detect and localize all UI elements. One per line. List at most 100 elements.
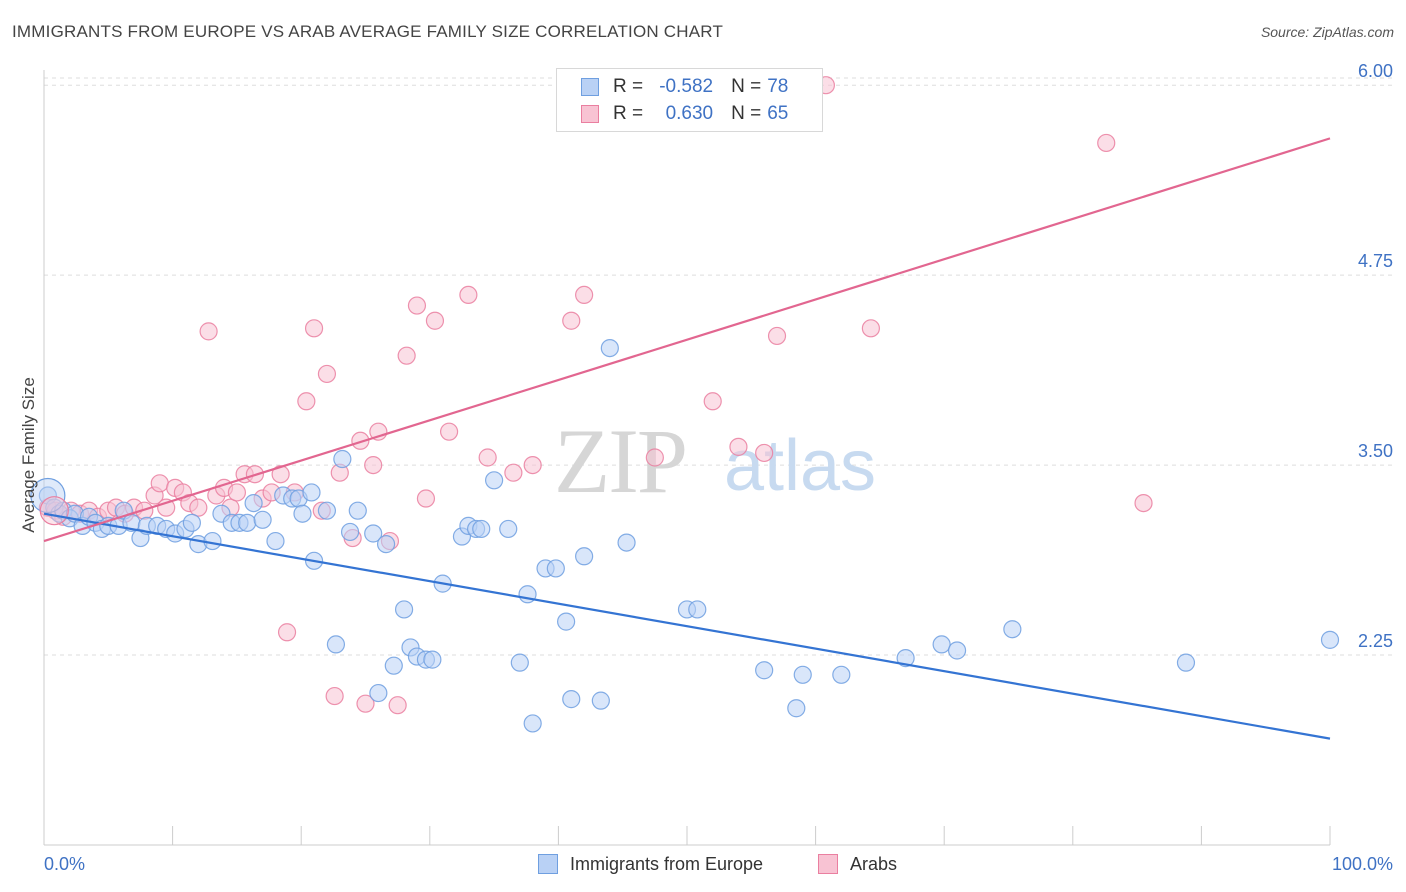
legend-swatch-pink	[581, 105, 599, 123]
chart-source: Source: ZipAtlas.com	[1260, 24, 1394, 40]
europe-point	[600, 338, 619, 358]
bottom-legend-europe: Immigrants from Europe	[538, 852, 763, 876]
arab-point	[277, 623, 297, 642]
arab-point	[755, 443, 774, 463]
arab-point	[767, 326, 787, 346]
europe-point	[575, 547, 594, 566]
arab-cluster-point	[39, 496, 69, 526]
europe-point	[832, 665, 851, 684]
europe-point	[557, 612, 576, 631]
arab-point	[356, 694, 375, 713]
europe-point	[1320, 630, 1340, 649]
bottom-legend-swatch-blue	[538, 854, 558, 874]
europe-cluster-point	[30, 477, 66, 514]
bottom-legend-label-europe: Immigrants from Europe	[570, 853, 764, 874]
legend-row-arabs: R = 0.630 N = 65	[581, 102, 788, 126]
gridlines	[44, 77, 1395, 656]
legend-n-value: 65	[767, 103, 789, 124]
europe-point	[326, 635, 346, 654]
arab-point	[645, 448, 664, 467]
arab-point	[562, 311, 581, 330]
europe-point	[376, 535, 396, 554]
europe-point	[348, 501, 367, 520]
europe-point	[485, 471, 504, 490]
arab-point	[325, 686, 344, 706]
arab-point	[189, 498, 208, 517]
europe-point	[499, 519, 518, 539]
europe-point	[333, 449, 352, 469]
legend-r-value: -0.582	[659, 76, 714, 97]
legend-n-value: 78	[767, 76, 789, 97]
legend-swatch-blue	[581, 78, 599, 96]
arab-point	[407, 296, 427, 315]
arab-point	[1134, 493, 1153, 513]
legend-r-label: R =	[613, 103, 644, 124]
legend-r-label: R =	[613, 76, 644, 97]
arab-point	[729, 437, 748, 456]
arab-point	[439, 422, 459, 441]
europe-point	[340, 522, 360, 542]
arab-point	[150, 474, 169, 493]
europe-point	[253, 510, 272, 529]
bottom-legend-label-arabs: Arabs	[850, 853, 898, 874]
europe-point	[423, 650, 442, 669]
arab-point	[416, 489, 436, 508]
legend-r-value: 0.630	[665, 103, 714, 124]
arab-point	[861, 319, 880, 338]
europe-point	[394, 600, 414, 619]
arab-point	[297, 392, 316, 411]
arab-point	[523, 455, 542, 475]
legend-n-label: N =	[731, 76, 762, 97]
europe-point	[787, 699, 806, 718]
europe-point	[238, 513, 257, 532]
y-axis-label: Average Family Size	[19, 377, 38, 533]
arab-point	[504, 463, 523, 482]
arab-point	[459, 285, 478, 305]
arab-point	[425, 311, 445, 330]
arab-point	[575, 285, 594, 305]
y-tick-label: 6.00	[1358, 61, 1393, 81]
arab-point	[364, 455, 383, 475]
europe-point	[472, 519, 491, 539]
europe-point	[932, 635, 951, 654]
europe-point	[947, 641, 967, 660]
arab-point	[397, 346, 416, 365]
y-tick-label: 2.25	[1358, 631, 1393, 651]
europe-point	[896, 648, 915, 668]
europe-point	[755, 661, 774, 680]
europe-point	[293, 504, 312, 523]
bottom-legend-swatch-pink	[818, 854, 838, 874]
europe-point	[317, 501, 337, 520]
watermark-atlas: atlas	[724, 426, 876, 506]
bottom-legend-arabs: Arabs	[818, 852, 897, 876]
europe-point	[364, 524, 383, 543]
arab-point	[317, 364, 337, 384]
arab-point	[351, 431, 370, 450]
europe-point	[244, 493, 263, 513]
watermark: ZIP atlas	[554, 410, 876, 512]
europe-point	[793, 665, 812, 684]
arab-point	[271, 465, 290, 484]
europe-point	[182, 513, 201, 532]
europe-point	[384, 656, 403, 675]
axes	[43, 70, 1331, 846]
europe-point	[369, 683, 388, 703]
europe-point	[1003, 620, 1022, 639]
europe-point	[546, 559, 565, 578]
legend-row-europe: R = -0.582 N = 78	[581, 75, 788, 99]
watermark-zip: ZIP	[554, 410, 686, 512]
arab-point	[199, 322, 218, 341]
x-tick-label: 0.0%	[44, 854, 85, 874]
arab-point	[703, 392, 722, 411]
correlation-legend: R = -0.582 N = 78 R = 0.630 N = 65	[556, 68, 823, 132]
x-tick-label: 100.0%	[1332, 854, 1393, 874]
arab-point	[227, 483, 246, 502]
europe-point	[523, 714, 542, 733]
arab-point	[388, 696, 407, 715]
arab-point	[1097, 133, 1116, 153]
europe-point	[617, 533, 636, 552]
legend-n-label: N =	[731, 103, 762, 124]
europe-point	[266, 531, 285, 551]
europe-point	[302, 483, 321, 502]
